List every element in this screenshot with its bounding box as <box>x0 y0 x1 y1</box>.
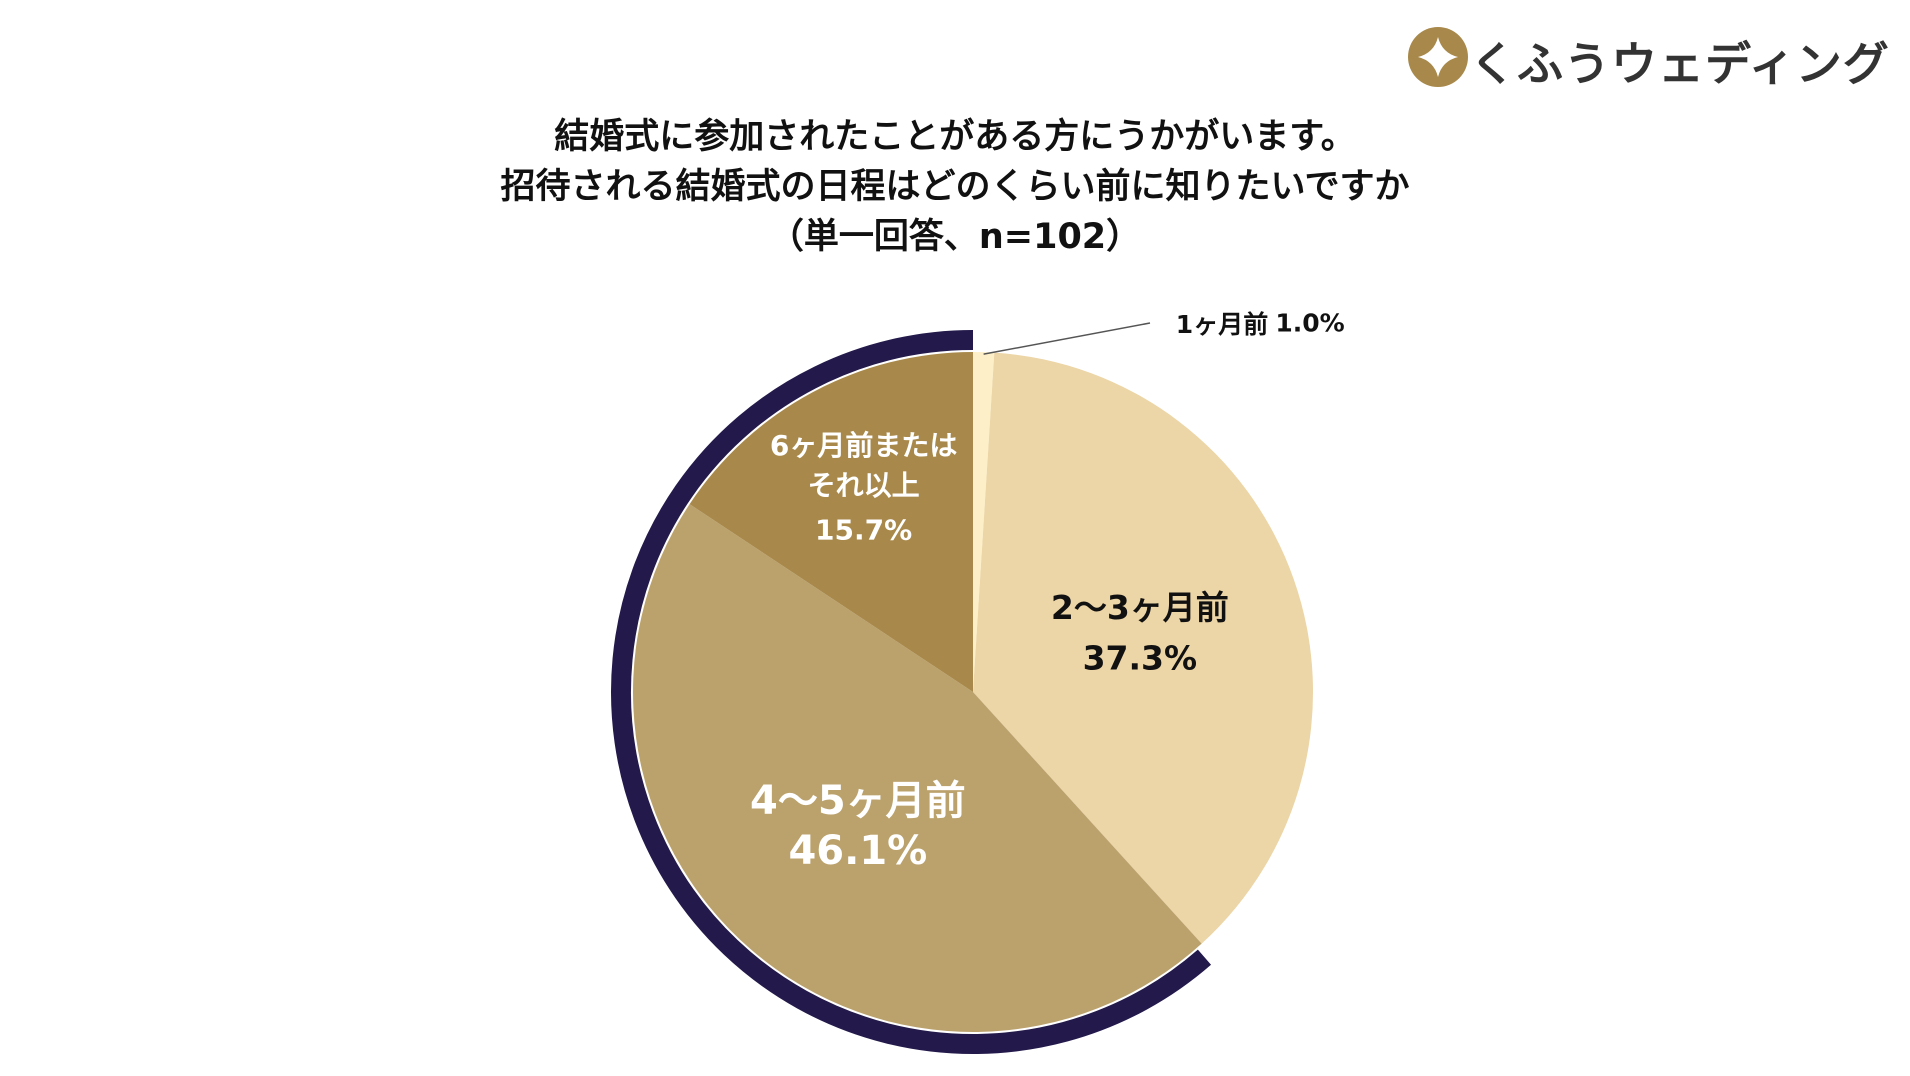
slice-value-label: 15.7% <box>815 513 913 547</box>
brand-name: くふうウェディング <box>1470 37 1890 91</box>
pie-slice <box>633 504 1202 1032</box>
slice-value-label: 37.3% <box>1082 638 1198 678</box>
pie-slice <box>973 352 995 692</box>
brand-icon <box>1408 27 1468 87</box>
slice-category: 4〜5ヶ月前 <box>750 778 966 825</box>
slice-value-label: 1.0% <box>1275 308 1345 338</box>
slice-category: 2〜3ヶ月前 <box>1050 588 1229 628</box>
leader-line <box>983 322 1151 355</box>
slice-category: 1ヶ月前 <box>1175 310 1269 339</box>
slice-category: 6ヶ月前または それ以上 <box>769 429 958 503</box>
pie-slice <box>973 352 1313 944</box>
slice-value-label: 46.1% <box>788 828 928 875</box>
pie-slice <box>689 352 973 692</box>
chart-title: 結婚式に参加されたことがある方にうかがいます。 招待される結婚式の日程はどのくら… <box>500 117 1410 257</box>
highlight-arc <box>611 330 1212 1054</box>
